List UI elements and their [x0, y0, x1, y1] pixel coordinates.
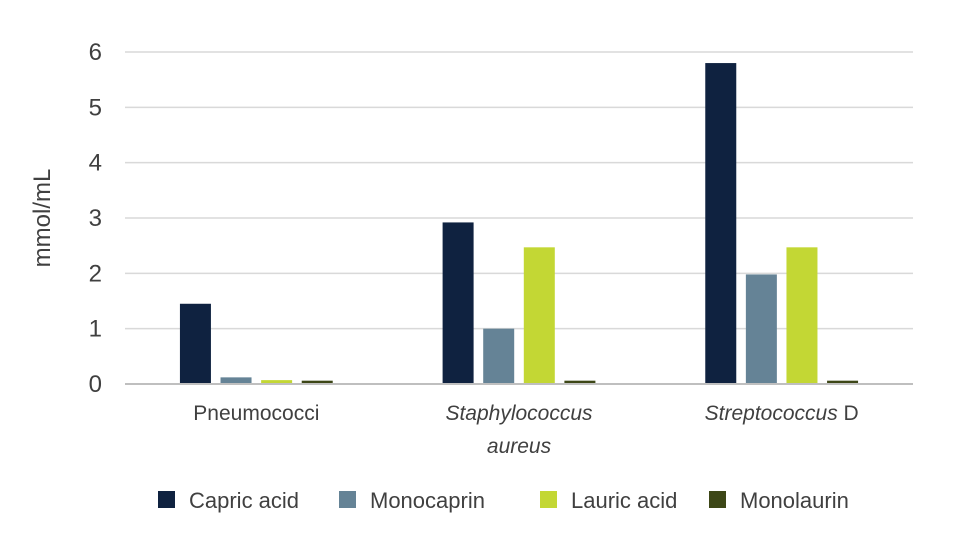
bar-monocaprin: [745, 274, 777, 384]
legend-item: Monolaurin: [709, 488, 849, 513]
bar-lauric-acid: [523, 247, 555, 384]
legend-label: Capric acid: [189, 488, 299, 513]
x-tick-label: aureus: [487, 435, 552, 458]
bar-monolaurin: [564, 380, 596, 384]
gridlines: [125, 51, 913, 330]
legend-swatch: [540, 491, 557, 508]
legend-item: Capric acid: [158, 488, 299, 513]
bar-monocaprin: [220, 377, 252, 384]
bar-capric-acid: [705, 63, 737, 385]
y-tick-label: 0: [89, 371, 102, 398]
bar-monocaprin: [483, 328, 515, 384]
y-tick-label: 5: [89, 94, 102, 121]
bars: [179, 63, 859, 385]
legend-swatch: [339, 491, 356, 508]
bar-capric-acid: [179, 303, 211, 384]
legend-swatch: [709, 491, 726, 508]
x-tick-label: Staphylococcus: [445, 402, 593, 425]
legend-label: Lauric acid: [571, 488, 677, 513]
bar-lauric-acid: [261, 380, 293, 384]
y-tick-label: 3: [89, 205, 102, 232]
legend-label: Monolaurin: [740, 488, 849, 513]
y-tick-label: 4: [89, 150, 102, 177]
bar-monolaurin: [827, 380, 859, 384]
bar-monolaurin: [301, 380, 333, 384]
x-tick-label: Streptococcus D: [705, 402, 859, 425]
y-axis-label: mmol/mL: [29, 169, 56, 268]
y-tick-label: 1: [89, 316, 102, 343]
y-axis-ticks: 0 1 2 3 4 5 6: [89, 39, 102, 398]
legend-item: Monocaprin: [339, 488, 485, 513]
legend-swatch: [158, 491, 175, 508]
x-axis-categories: Pneumococci Staphylococcus aureus Streptoco…: [193, 402, 858, 458]
legend-item: Lauric acid: [540, 488, 677, 513]
x-tick-label: Pneumococci: [193, 402, 319, 425]
legend: Capric acid Monocaprin Lauric acid Monolaur…: [158, 488, 849, 513]
bar-lauric-acid: [786, 247, 818, 384]
y-tick-label: 2: [89, 260, 102, 287]
y-tick-label: 6: [89, 39, 102, 66]
bar-capric-acid: [442, 222, 474, 384]
legend-label: Monocaprin: [370, 488, 485, 513]
